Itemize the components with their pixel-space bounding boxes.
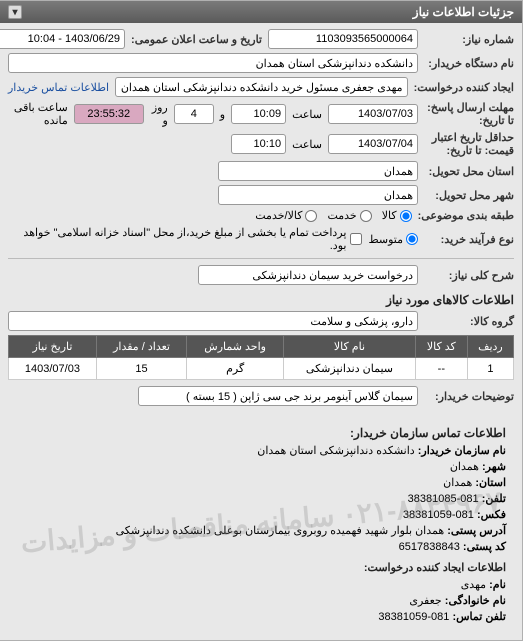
c-tel-label: تلفن:	[483, 493, 507, 505]
c-fname-value: مهدی	[462, 579, 487, 591]
table-row: 1 -- سیمان دندانپزشکی گرم 15 1403/07/03	[10, 358, 515, 380]
c-address-value: همدان بلوار شهید فهمیده روبروی بیمارستان…	[117, 525, 446, 537]
c-contact-tel-value: 081-38381059	[379, 611, 450, 623]
creator-label: ایجاد کننده درخواست:	[415, 81, 515, 94]
th-code: کد کالا	[416, 336, 468, 358]
buyer-desc-input[interactable]	[139, 386, 419, 406]
min-validity-time[interactable]	[232, 134, 287, 154]
city-label: شهر محل تحویل:	[425, 189, 515, 202]
contact-section: ۰۲۱-۸۸۳۴۹۶۷ سامانه مناقصات و مزایدات اطل…	[9, 410, 515, 634]
org-name-label: نام سازمان خریدار:	[419, 445, 507, 457]
deadline-remain[interactable]	[75, 104, 145, 124]
c-lname-value: جعفری	[410, 595, 442, 607]
topic-radio-goods[interactable]: کالا	[383, 209, 413, 222]
th-name: نام کالا	[285, 336, 417, 358]
th-unit: واحد شمارش	[188, 336, 285, 358]
province-label: استان محل تحویل:	[425, 165, 515, 178]
c-province-value: همدان	[444, 477, 473, 489]
c-postal-label: کد پستی:	[464, 541, 507, 553]
c-fax-label: فکس:	[478, 509, 507, 521]
c-lname-label: نام خانوادگی:	[446, 595, 507, 607]
buyer-desc-label: توضیحات خریدار:	[425, 390, 515, 403]
min-validity-label: حداقل تاریخ اعتبار قیمت: تا تاریخ:	[425, 131, 515, 157]
buyer-org-input[interactable]	[9, 53, 419, 73]
contact-section-title: اطلاعات تماس سازمان خریدار:	[17, 426, 507, 440]
goods-group-input[interactable]	[9, 311, 419, 331]
table-header-row: ردیف کد کالا نام کالا واحد شمارش تعداد /…	[10, 336, 515, 358]
panel-title: جزئیات اطلاعات نیاز	[414, 5, 515, 19]
treasury-checkbox[interactable]: پرداخت تمام یا بخشی از مبلغ خرید،از محل …	[9, 226, 363, 252]
req-creator-section: اطلاعات ایجاد کننده درخواست:	[17, 561, 507, 574]
collapse-icon[interactable]: ▾	[9, 5, 23, 19]
process-radio-medium[interactable]: متوسط	[369, 233, 419, 246]
topic-class-label: طبقه بندی موضوعی:	[419, 209, 515, 222]
buyer-contact-link[interactable]: اطلاعات تماس خریدار	[9, 81, 110, 94]
th-qty: تعداد / مقدار	[97, 336, 187, 358]
c-city-label: شهر:	[483, 461, 507, 473]
need-details-panel: جزئیات اطلاعات نیاز ▾ شماره نیاز: تاریخ …	[0, 0, 524, 641]
min-validity-date[interactable]	[329, 134, 419, 154]
need-number-input[interactable]	[269, 29, 419, 49]
deadline-date[interactable]	[329, 104, 419, 124]
topic-radio-both[interactable]: کالا/خدمت	[256, 209, 318, 222]
process-type-label: نوع فرآیند خرید:	[425, 233, 515, 246]
c-fax-value: 081-38381059	[404, 509, 475, 521]
city-input[interactable]	[219, 185, 419, 205]
goods-group-label: گروه کالا:	[425, 315, 515, 328]
province-input[interactable]	[219, 161, 419, 181]
panel-body: شماره نیاز: تاریخ و ساعت اعلان عمومی: نا…	[1, 23, 523, 640]
goods-section-title: اطلاعات کالاهای مورد نیاز	[9, 293, 515, 307]
goods-table: ردیف کد کالا نام کالا واحد شمارش تعداد /…	[9, 335, 515, 380]
topic-class-group: کالا خدمت کالا/خدمت	[256, 209, 412, 222]
c-fname-label: نام:	[490, 579, 507, 591]
th-date: تاریخ نیاز	[10, 336, 98, 358]
deadline-label: مهلت ارسال پاسخ: تا تاریخ:	[425, 101, 515, 127]
c-contact-tel-label: تلفن تماس:	[453, 611, 507, 623]
deadline-days[interactable]	[175, 104, 215, 124]
th-index: ردیف	[468, 336, 514, 358]
creator-input[interactable]	[116, 77, 409, 97]
c-tel-value: 081-38381085	[409, 493, 480, 505]
time-label: ساعت	[293, 108, 323, 121]
public-announce-label: تاریخ و ساعت اعلان عمومی:	[132, 33, 263, 46]
panel-header: جزئیات اطلاعات نیاز ▾	[1, 1, 523, 23]
topic-radio-service[interactable]: خدمت	[328, 209, 372, 222]
buyer-org-label: نام دستگاه خریدار:	[425, 57, 515, 70]
org-name-value: دانشکده دندانپزشکی استان همدان	[258, 445, 415, 457]
c-address-label: آدرس پستی:	[448, 525, 507, 537]
need-number-label: شماره نیاز:	[425, 33, 515, 46]
public-announce-input[interactable]	[0, 29, 126, 49]
c-city-value: همدان	[451, 461, 480, 473]
c-province-label: استان:	[476, 477, 507, 489]
deadline-time[interactable]	[232, 104, 287, 124]
need-summary-input[interactable]	[199, 265, 419, 285]
c-postal-value: 6517838843	[400, 541, 461, 553]
need-summary-label: شرح کلی نیاز:	[425, 269, 515, 282]
